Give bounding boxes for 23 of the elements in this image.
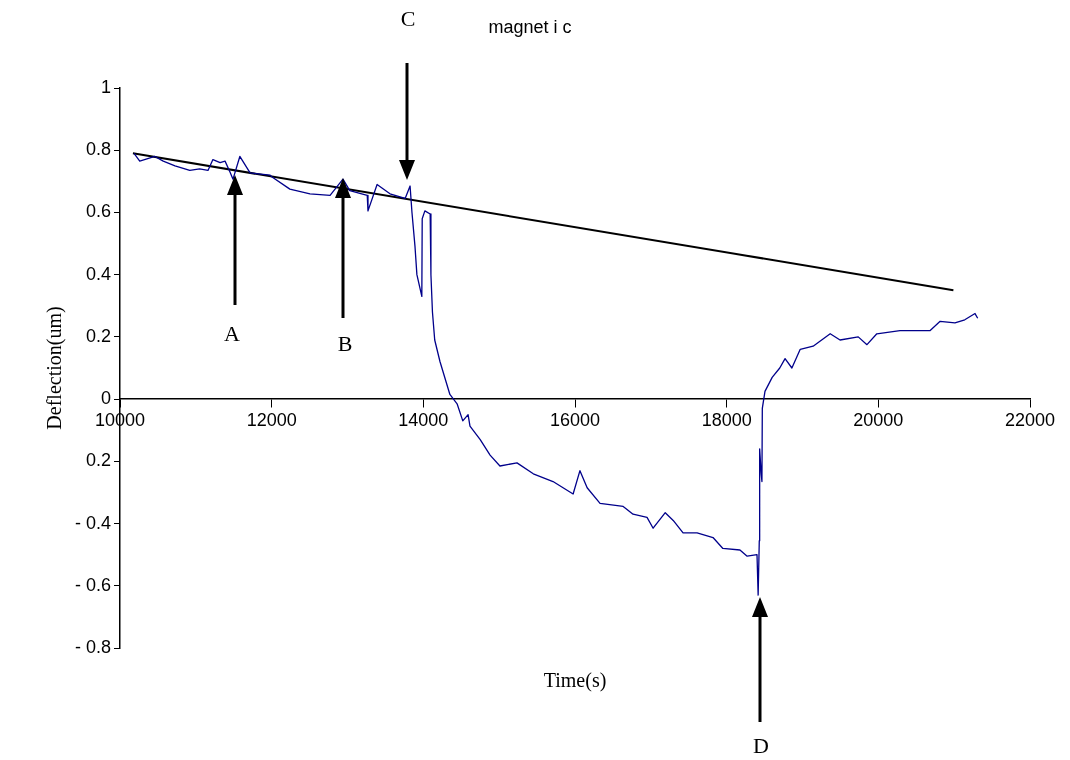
text: C xyxy=(400,5,416,31)
annotation: A xyxy=(224,320,241,346)
y-tick-label: - 0.4 xyxy=(74,512,112,533)
y-tick-label: 1 xyxy=(101,76,112,97)
y-tick-label: 0.6 xyxy=(85,201,112,222)
y-tick-label: 0.2 xyxy=(85,325,112,346)
text: magnet i c xyxy=(488,16,572,37)
x-tick-label: 20000 xyxy=(853,409,904,430)
x-tick-label: 22000 xyxy=(1004,409,1056,430)
y-tick-label: 0.2 xyxy=(85,450,112,471)
x-tick-label: 12000 xyxy=(246,409,297,430)
y-tick-label: 0 xyxy=(101,388,112,409)
x-tick-label: 14000 xyxy=(398,409,449,430)
text: D xyxy=(753,732,769,758)
x-axis-title: Time(s) xyxy=(543,669,607,693)
y-tick-label: - 0.6 xyxy=(74,574,112,595)
y-tick-label: 0.4 xyxy=(85,263,112,284)
annotation: B xyxy=(337,330,353,356)
x-tick-label: 18000 xyxy=(701,409,752,430)
x-tick-label: 16000 xyxy=(549,409,601,430)
y-tick-label: 0.8 xyxy=(85,139,112,160)
y-tick-label: - 0.8 xyxy=(74,636,112,657)
y-axis-title: Deflection(um) xyxy=(43,306,67,430)
